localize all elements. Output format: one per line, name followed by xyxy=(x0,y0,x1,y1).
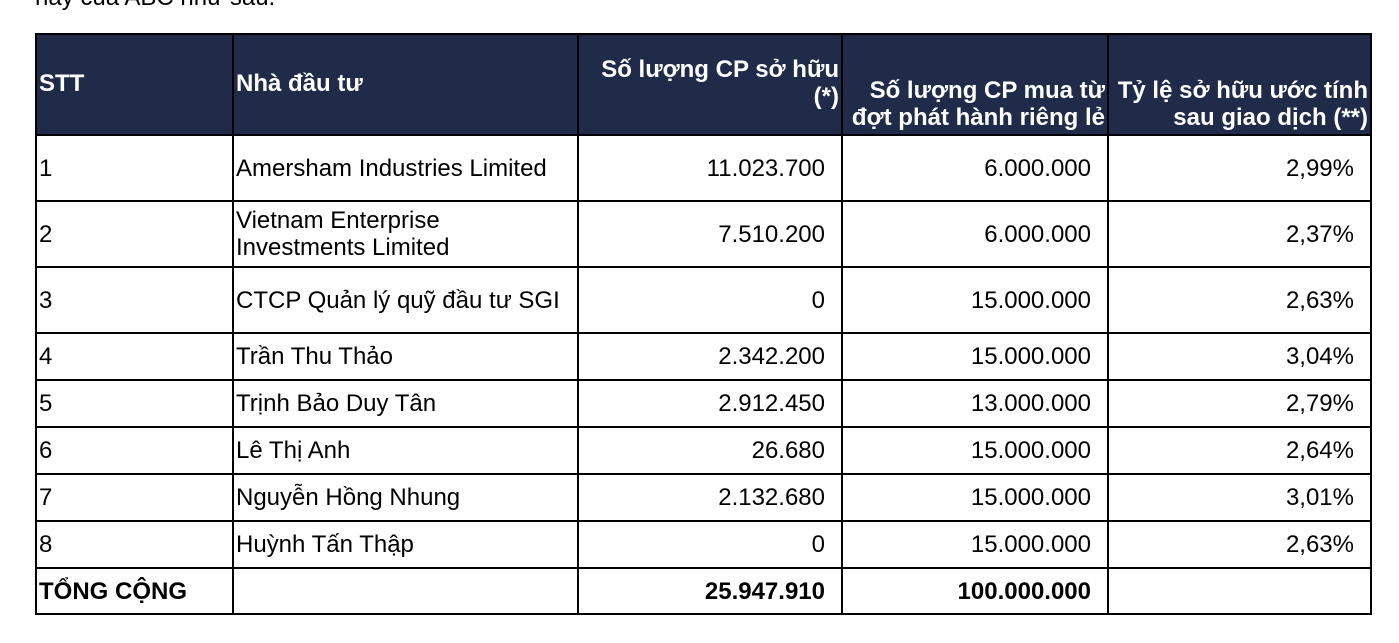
table-row: 7 Nguyễn Hồng Nhung 2.132.680 15.000.000 3,0… xyxy=(35,473,1372,522)
table-cell: 3,01% xyxy=(1107,473,1372,522)
table-cell: 15.000.000 xyxy=(841,332,1109,381)
total-label: TỔNG CỘNG xyxy=(35,567,234,615)
table-cell: 11.023.700 xyxy=(577,134,843,202)
table-cell: 2,79% xyxy=(1107,379,1372,428)
table-cell: 13.000.000 xyxy=(841,379,1109,428)
total-row: TỔNG CỘNG 25.947.910 100.000.000 xyxy=(35,567,1372,615)
table-cell: Vietnam Enterprise Investments Limited xyxy=(232,200,579,268)
total-cell: 100.000.000 xyxy=(841,567,1109,615)
table-cell: 4 xyxy=(35,332,234,381)
table-row: 5 Trịnh Bảo Duy Tân 2.912.450 13.000.000 2,7… xyxy=(35,379,1372,428)
table-cell: Amersham Industries Limited xyxy=(232,134,579,202)
header-row: STT Nhà đầu tư Số lượng CP sở hữu (*) Số… xyxy=(35,33,1372,136)
table-cell: 2,37% xyxy=(1107,200,1372,268)
table-cell xyxy=(1107,567,1372,615)
header-cell: STT xyxy=(35,33,234,136)
table-cell: 6.000.000 xyxy=(841,200,1109,268)
header-cell: Số lượng CP sở hữu (*) xyxy=(577,33,843,136)
table-cell: CTCP Quản lý quỹ đầu tư SGI xyxy=(232,266,579,334)
table-cell: 6 xyxy=(35,426,234,475)
table-cell: Trần Thu Thảo xyxy=(232,332,579,381)
table-cell: 2,64% xyxy=(1107,426,1372,475)
table-cell: 0 xyxy=(577,266,843,334)
investor-table: STT Nhà đầu tư Số lượng CP sở hữu (*) Số… xyxy=(35,33,1372,615)
table-cell: 2.342.200 xyxy=(577,332,843,381)
table-row: 4 Trần Thu Thảo 2.342.200 15.000.000 3,04% xyxy=(35,332,1372,381)
table-cell: 1 xyxy=(35,134,234,202)
table-cell: 8 xyxy=(35,520,234,569)
table-cell: 2 xyxy=(35,200,234,268)
table-row: 1 Amersham Industries Limited 11.023.700 6.… xyxy=(35,134,1372,202)
intro-text: này của ABC như sau: xyxy=(35,0,275,12)
table-cell: 15.000.000 xyxy=(841,520,1109,569)
table-row: 2 Vietnam Enterprise Investments Limited 7… xyxy=(35,200,1372,268)
header-cell: Nhà đầu tư xyxy=(232,33,579,136)
table-cell: Huỳnh Tấn Thập xyxy=(232,520,579,569)
table-cell: 15.000.000 xyxy=(841,266,1109,334)
table-cell: 15.000.000 xyxy=(841,426,1109,475)
table-cell: Lê Thị Anh xyxy=(232,426,579,475)
table-cell: 6.000.000 xyxy=(841,134,1109,202)
table-row: 3 CTCP Quản lý quỹ đầu tư SGI 0 15.000.000 2… xyxy=(35,266,1372,334)
table-cell: 5 xyxy=(35,379,234,428)
total-cell: 25.947.910 xyxy=(577,567,843,615)
table-cell: 0 xyxy=(577,520,843,569)
header-cell: Số lượng CP mua từ đợt phát hành riêng l… xyxy=(841,33,1109,136)
table-cell: 7 xyxy=(35,473,234,522)
table-row: 6 Lê Thị Anh 26.680 15.000.000 2,64% xyxy=(35,426,1372,475)
table-cell: 2.132.680 xyxy=(577,473,843,522)
table-cell: 2,63% xyxy=(1107,520,1372,569)
table-cell: 7.510.200 xyxy=(577,200,843,268)
table-cell: Trịnh Bảo Duy Tân xyxy=(232,379,579,428)
table-cell: 2,63% xyxy=(1107,266,1372,334)
table-cell: 2,99% xyxy=(1107,134,1372,202)
table-cell xyxy=(232,567,579,615)
table-row: 8 Huỳnh Tấn Thập 0 15.000.000 2,63% xyxy=(35,520,1372,569)
table-cell: 26.680 xyxy=(577,426,843,475)
table-cell: 2.912.450 xyxy=(577,379,843,428)
header-cell: Tỷ lệ sở hữu ước tính sau giao dịch (**) xyxy=(1107,33,1372,136)
table-body: 1 Amersham Industries Limited 11.023.700 6.… xyxy=(35,134,1372,615)
table-cell: Nguyễn Hồng Nhung xyxy=(232,473,579,522)
table-cell: 3,04% xyxy=(1107,332,1372,381)
table-cell: 3 xyxy=(35,266,234,334)
table-cell: 15.000.000 xyxy=(841,473,1109,522)
